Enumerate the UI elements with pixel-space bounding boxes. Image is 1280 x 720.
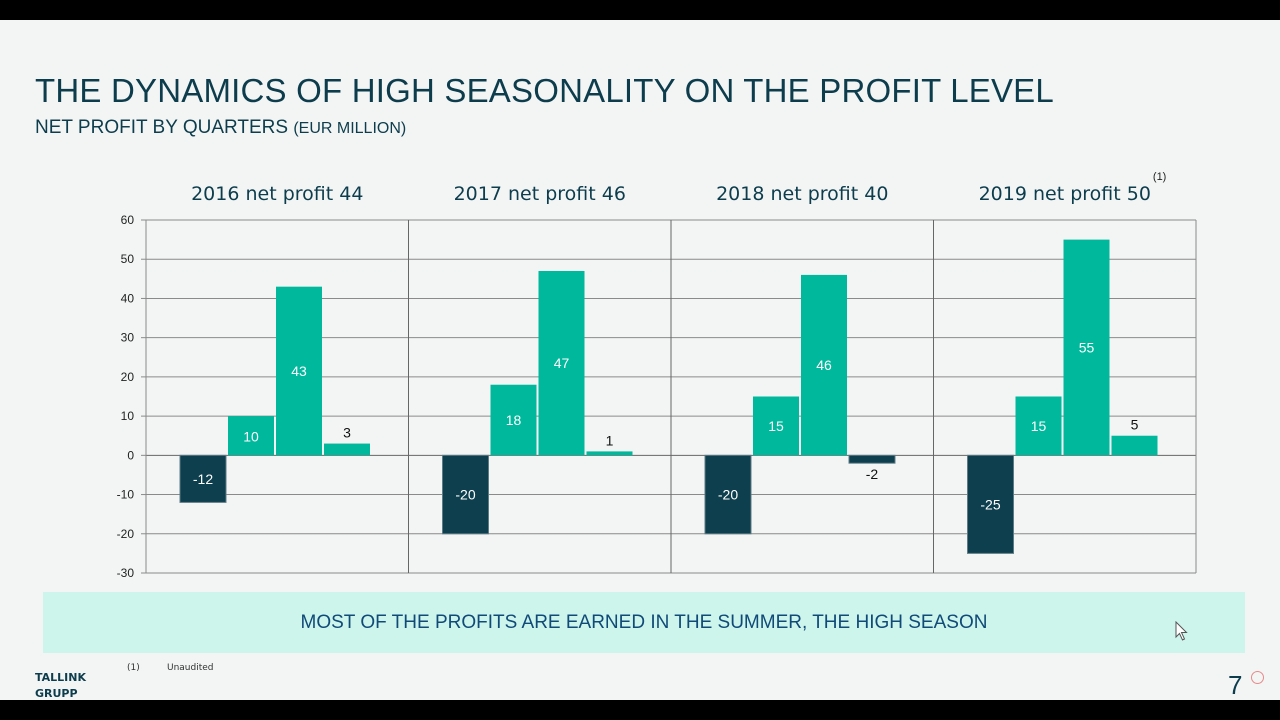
- bar: [753, 396, 799, 456]
- y-tick-label: -10: [117, 488, 135, 502]
- mouse-cursor-icon: [1175, 621, 1188, 641]
- y-tick-label: -20: [117, 527, 135, 541]
- bar: [586, 451, 633, 456]
- page-number: 7: [1228, 670, 1243, 700]
- bar: [442, 454, 489, 535]
- bar: [967, 454, 1014, 554]
- data-label: 10: [243, 429, 259, 445]
- bar: [848, 454, 896, 464]
- data-label: 5: [1131, 417, 1139, 433]
- bar: [490, 384, 537, 456]
- bar: [801, 274, 847, 456]
- y-tick-label: 60: [121, 213, 135, 227]
- y-tick-label: 0: [127, 448, 134, 462]
- panel-title: 2017 net profit 46: [454, 183, 626, 205]
- data-label: 46: [816, 357, 832, 373]
- subtitle-text: NET PROFIT BY QUARTERS: [35, 117, 289, 138]
- data-label: -20: [455, 487, 475, 503]
- y-tick-label: -30: [117, 566, 135, 580]
- footnote-text: Unaudited: [167, 663, 214, 673]
- bar: [276, 286, 322, 456]
- bar: [1063, 239, 1110, 456]
- y-tick-label: 30: [121, 331, 135, 345]
- data-label: 18: [506, 412, 522, 428]
- y-tick-label: 40: [121, 291, 135, 305]
- page-circle-icon: [1251, 671, 1264, 684]
- data-label: 1: [606, 432, 614, 448]
- bar: [538, 270, 585, 456]
- key-message-banner: MOST OF THE PROFITS ARE EARNED IN THE SU…: [43, 592, 1245, 653]
- panel-footnote-marker: (1): [1153, 171, 1166, 183]
- data-label: 3: [343, 425, 351, 441]
- panel-title: 2018 net profit 40: [716, 183, 888, 205]
- footnote-marker: (1): [127, 663, 140, 673]
- bar: [179, 454, 227, 503]
- data-label: -20: [718, 487, 738, 503]
- data-label: 43: [291, 363, 307, 379]
- y-tick-label: 10: [121, 409, 135, 423]
- bar: [1015, 396, 1062, 456]
- bar: [704, 454, 752, 535]
- subtitle-unit: (EUR MILLION): [293, 120, 407, 137]
- y-tick-label: 50: [121, 252, 135, 266]
- slide-subtitle: NET PROFIT BY QUARTERS (EUR MILLION): [35, 117, 406, 139]
- bar: [228, 416, 274, 456]
- data-label: 15: [1031, 418, 1047, 434]
- banner-text: MOST OF THE PROFITS ARE EARNED IN THE SU…: [300, 611, 988, 633]
- bar: [324, 443, 370, 456]
- y-tick-label: 20: [121, 370, 135, 384]
- panel-title: 2019 net profit 50: [979, 183, 1151, 205]
- data-label: -12: [193, 471, 213, 487]
- data-label: 15: [768, 418, 784, 434]
- panel-title: 2016 net profit 44: [191, 183, 363, 205]
- data-label: 47: [554, 355, 570, 371]
- slide-title: THE DYNAMICS OF HIGH SEASONALITY ON THE …: [35, 72, 1054, 109]
- logo-line-1: TALLINK: [35, 671, 87, 684]
- bar: [1111, 435, 1158, 456]
- data-label: -25: [980, 496, 1000, 512]
- data-label: 55: [1079, 339, 1095, 355]
- data-label: -2: [866, 466, 879, 482]
- company-logo: TALLINK GRUPP: [35, 670, 86, 702]
- logo-line-2: GRUPP: [35, 687, 78, 700]
